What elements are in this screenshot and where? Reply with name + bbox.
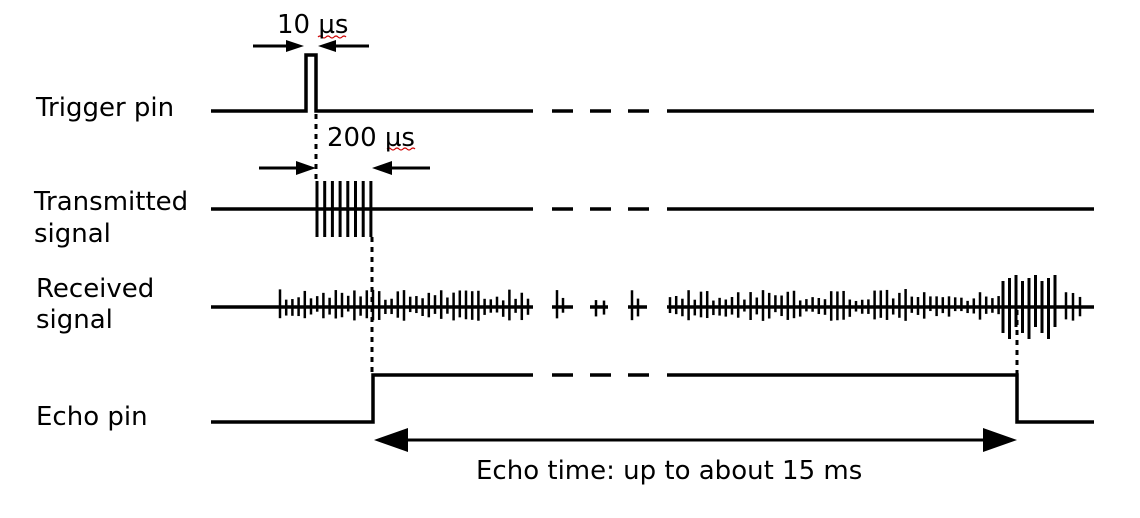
transmitted-signal-label-line1: Transmitted: [34, 187, 189, 217]
echo-waveform: [211, 373, 533, 424]
trigger-waveform: [211, 53, 533, 113]
echo-time-arrowhead-left: [374, 428, 408, 452]
trigger-width-annotation: 10 µs: [277, 10, 348, 40]
spellcheck-underline: [386, 147, 416, 151]
burst-width-arrowhead-left: [296, 161, 316, 175]
transmitted-signal-label-line2: signal: [34, 219, 111, 249]
trigger-width-arrowhead-right: [318, 40, 336, 52]
ultrasonic-burst: [315, 181, 373, 237]
echo-waveform-end: [667, 373, 1094, 424]
trigger-width-arrowhead-left: [286, 40, 304, 52]
spellcheck-underline: [317, 35, 347, 39]
echo-time-annotation: Echo time: up to about 15 ms: [476, 456, 862, 486]
received-signal-label-line1: Received: [36, 274, 155, 304]
trigger-pin-label: Trigger pin: [36, 93, 175, 123]
burst-width-arrowhead-right: [372, 161, 392, 175]
echo-pin-label: Echo pin: [36, 402, 148, 432]
received-signal-label-line2: signal: [36, 305, 113, 335]
burst-width-annotation: 200 µs: [327, 123, 415, 153]
received-noise-ticks: [278, 275, 1082, 339]
echo-time-arrowhead-right: [983, 428, 1017, 452]
